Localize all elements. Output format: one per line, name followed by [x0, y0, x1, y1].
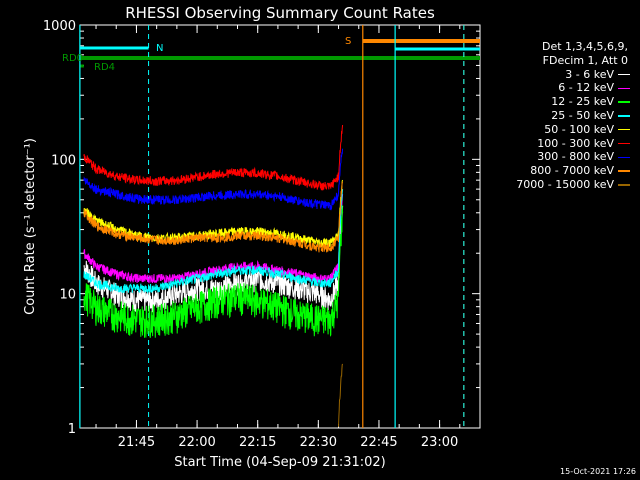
- legend-label: 300 - 800 keV: [537, 150, 614, 164]
- legend-swatch: [618, 87, 630, 90]
- legend-label: 50 - 100 keV: [544, 122, 614, 136]
- y-tick-label: 100: [51, 153, 76, 168]
- axis-labels: 1 10 100 1000 21:45 22:00 22:15 22:30 22:45 23:00…: [23, 4, 458, 470]
- legend-swatch: [618, 170, 630, 172]
- legend-entry: 7000 - 15000 keV: [470, 178, 630, 192]
- flag-bars: [79, 25, 480, 428]
- legend-entry: 25 - 50 keV: [470, 109, 630, 123]
- y-tick-label: 1000: [43, 19, 76, 34]
- footer-timestamp: 15-Oct-2021 17:26: [560, 467, 636, 476]
- series-line-1: [83, 194, 344, 284]
- legend-swatch: [618, 128, 630, 131]
- legend-swatch: [618, 142, 630, 145]
- series-line-2: [83, 205, 344, 338]
- series-line-7: [83, 181, 344, 253]
- legend-header-2: FDecim 1, Att 0: [542, 53, 628, 67]
- legend-label: 25 - 50 keV: [551, 108, 614, 122]
- legend-entry: 6 - 12 keV: [470, 81, 630, 95]
- legend-entry: 100 - 300 keV: [470, 137, 630, 151]
- plot-frame: [79, 24, 481, 429]
- legend-entry: 300 - 800 keV: [470, 150, 630, 164]
- legend-entry: 3 - 6 keV: [470, 68, 630, 82]
- y-tick-label: 1: [68, 422, 76, 437]
- legend-label: 100 - 300 keV: [537, 136, 614, 150]
- legend: Det 1,3,4,5,6,9, FDecim 1, Att 0 3 - 6 k…: [470, 40, 630, 192]
- series-lines: [83, 124, 344, 427]
- annotation-rd0: RD0: [62, 53, 83, 64]
- y-axis-label: Count Rate (s⁻¹ detector⁻¹): [23, 138, 38, 315]
- series-line-8: [338, 363, 344, 427]
- series-line-5: [83, 124, 344, 191]
- legend-entry: 50 - 100 keV: [470, 123, 630, 137]
- legend-entry: 12 - 25 keV: [470, 95, 630, 109]
- x-axis-label: Start Time (04-Sep-09 21:31:02): [174, 455, 385, 470]
- x-tick-label: 21:45: [118, 435, 155, 450]
- legend-swatch: [618, 156, 630, 159]
- legend-entry: 800 - 7000 keV: [470, 164, 630, 178]
- annotation-s: S: [345, 36, 351, 47]
- y-tick-label: 10: [59, 288, 76, 303]
- x-tick-label: 22:45: [360, 435, 397, 450]
- axes-frame: [79, 24, 481, 429]
- series-line-3: [83, 189, 344, 295]
- legend-label: 6 - 12 keV: [558, 81, 614, 95]
- annotation-rd4: RD4: [94, 62, 115, 73]
- legend-swatch: [618, 184, 630, 186]
- annotation-n: N: [156, 43, 163, 54]
- legend-label: 3 - 6 keV: [565, 67, 614, 81]
- x-tick-label: 23:00: [421, 435, 458, 450]
- series-line-6: [83, 148, 344, 211]
- x-tick-label: 22:15: [239, 435, 276, 450]
- x-tick-label: 22:00: [178, 435, 215, 450]
- chart-title: RHESSI Observing Summary Count Rates: [125, 4, 435, 22]
- legend-label: 800 - 7000 keV: [530, 164, 614, 178]
- x-tick-label: 22:30: [300, 435, 337, 450]
- legend-header-1: Det 1,3,4,5,6,9,: [541, 40, 628, 53]
- legend-swatch: [618, 115, 630, 117]
- legend-label: 7000 - 15000 keV: [516, 177, 614, 191]
- legend-label: 12 - 25 keV: [551, 95, 614, 109]
- legend-swatch: [618, 73, 630, 76]
- legend-swatch: [618, 101, 630, 103]
